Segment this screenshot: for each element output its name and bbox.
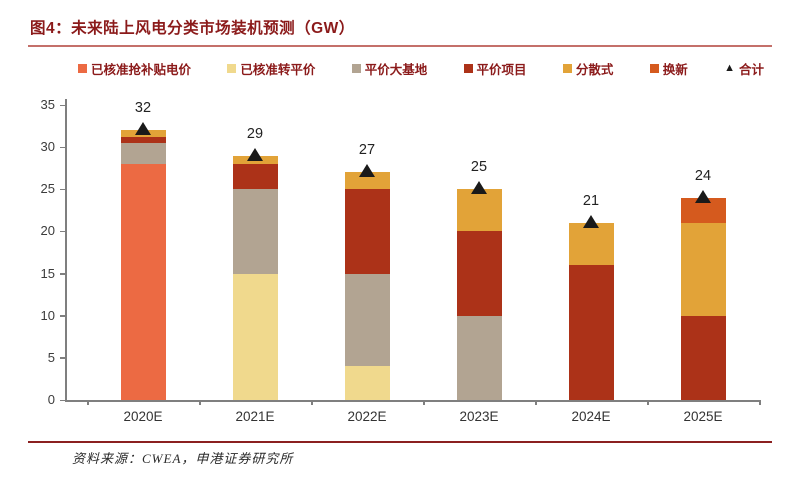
y-tick-mark: [60, 188, 65, 191]
bar-segment-已核准转平价: [344, 366, 390, 400]
legend-item-5: 分散式: [562, 59, 614, 78]
total-marker-icon: [135, 122, 151, 136]
total-value-label: 21: [582, 193, 600, 209]
y-tick-mark: [60, 399, 65, 401]
total-value-label: 32: [134, 100, 152, 117]
legend-swatch-icon: [78, 63, 87, 73]
source-note: 资料来源：CWEA，申港证券研究所: [72, 451, 294, 466]
y-tick-mark: [60, 315, 65, 317]
x-axis-line: [65, 400, 760, 402]
bar-segment-平价大基地: [344, 273, 390, 367]
total-value-label: 25: [470, 159, 488, 176]
total-marker-icon: [695, 189, 711, 203]
bar-segment-平价项目: [456, 231, 502, 316]
y-axis-tick-label: 15: [40, 265, 55, 281]
legend-label: 平价项目: [476, 62, 527, 77]
legend-label: 已核准抢补贴电价: [91, 62, 192, 77]
total-marker-icon: [359, 164, 375, 178]
bar-segment-平价项目: [568, 265, 614, 400]
bar-segment-分散式: [344, 172, 390, 190]
x-tick-mark: [535, 400, 537, 405]
bar-segment-分散式: [680, 223, 726, 316]
x-tick-mark: [87, 400, 89, 405]
y-axis-tick-label: 5: [47, 349, 55, 365]
legend-item-total: ▲ 合计: [724, 59, 764, 78]
bar-segment-已核准转平价: [232, 273, 278, 400]
bar-segment-分散式: [568, 223, 614, 266]
legend-swatch-icon: [351, 63, 361, 73]
chart-legend: 已核准抢补贴电价 已核准转平价 平价大基地 平价项目 分散式 换新 ▲ 合计: [78, 59, 764, 77]
legend-swatch-icon: [227, 63, 237, 73]
bar-segment-平价大基地: [232, 189, 278, 274]
y-tick-mark: [60, 146, 65, 149]
x-axis-tick-label: 2024E: [571, 409, 611, 424]
y-tick-mark: [60, 357, 65, 359]
legend-label: 换新: [662, 62, 688, 77]
legend-swatch-icon: [562, 63, 572, 73]
y-tick-mark: [60, 273, 65, 275]
bar-segment-平价项目: [344, 189, 390, 274]
bar-segment-平价项目: [120, 136, 166, 143]
y-axis-tick-label: 35: [40, 97, 55, 112]
legend-item-6: 换新: [649, 59, 688, 78]
total-value-label: 27: [358, 142, 376, 159]
legend-item-3: 平价大基地: [351, 59, 428, 78]
bar-segment-分散式: [456, 189, 502, 232]
legend-swatch-icon: [649, 63, 659, 73]
y-axis-line: [65, 99, 67, 401]
legend-label: 合计: [738, 62, 764, 77]
y-tick-mark: [60, 230, 65, 233]
title-divider: [28, 45, 772, 47]
x-tick-mark: [423, 400, 425, 405]
y-axis-tick-label: 0: [47, 392, 55, 407]
triangle-icon: ▲: [724, 61, 735, 74]
bar-segment-平价项目: [232, 164, 278, 190]
y-axis-tick-label: 20: [40, 223, 55, 239]
total-value-label: 24: [694, 167, 712, 184]
x-axis-tick-label: 2021E: [235, 409, 275, 424]
x-axis-tick-label: 2020E: [123, 409, 163, 424]
x-axis-tick-label: 2025E: [683, 409, 723, 424]
bar-segment-平价大基地: [120, 142, 166, 164]
x-axis-tick-label: 2023E: [459, 409, 499, 424]
bar-segment-已核准抢补贴电价: [120, 164, 166, 400]
total-marker-icon: [583, 215, 599, 228]
x-axis-tick-label: 2022E: [347, 409, 387, 424]
x-tick-mark: [759, 400, 761, 405]
x-tick-mark: [647, 400, 649, 405]
x-tick-mark: [199, 400, 201, 405]
total-value-label: 29: [246, 125, 264, 142]
legend-label: 平价大基地: [364, 62, 428, 77]
legend-item-2: 已核准转平价: [227, 59, 315, 78]
legend-label: 分散式: [575, 62, 614, 77]
total-marker-icon: [471, 181, 487, 195]
y-axis-tick-label: 10: [40, 307, 55, 323]
footer-divider: [28, 441, 772, 443]
y-axis-tick-label: 25: [40, 181, 55, 197]
x-tick-mark: [311, 400, 313, 405]
legend-item-1: 已核准抢补贴电价: [78, 59, 191, 78]
total-marker-icon: [247, 147, 263, 161]
bar-segment-平价项目: [680, 315, 726, 400]
bar-segment-平价大基地: [456, 315, 502, 400]
y-axis-tick-label: 30: [40, 139, 55, 155]
figure-title: 图4：未来陆上风电分类市场装机预测（GW）: [30, 20, 355, 37]
legend-item-4: 平价项目: [463, 59, 527, 78]
legend-swatch-icon: [463, 63, 473, 73]
y-tick-mark: [60, 104, 65, 106]
legend-label: 已核准转平价: [240, 62, 316, 77]
